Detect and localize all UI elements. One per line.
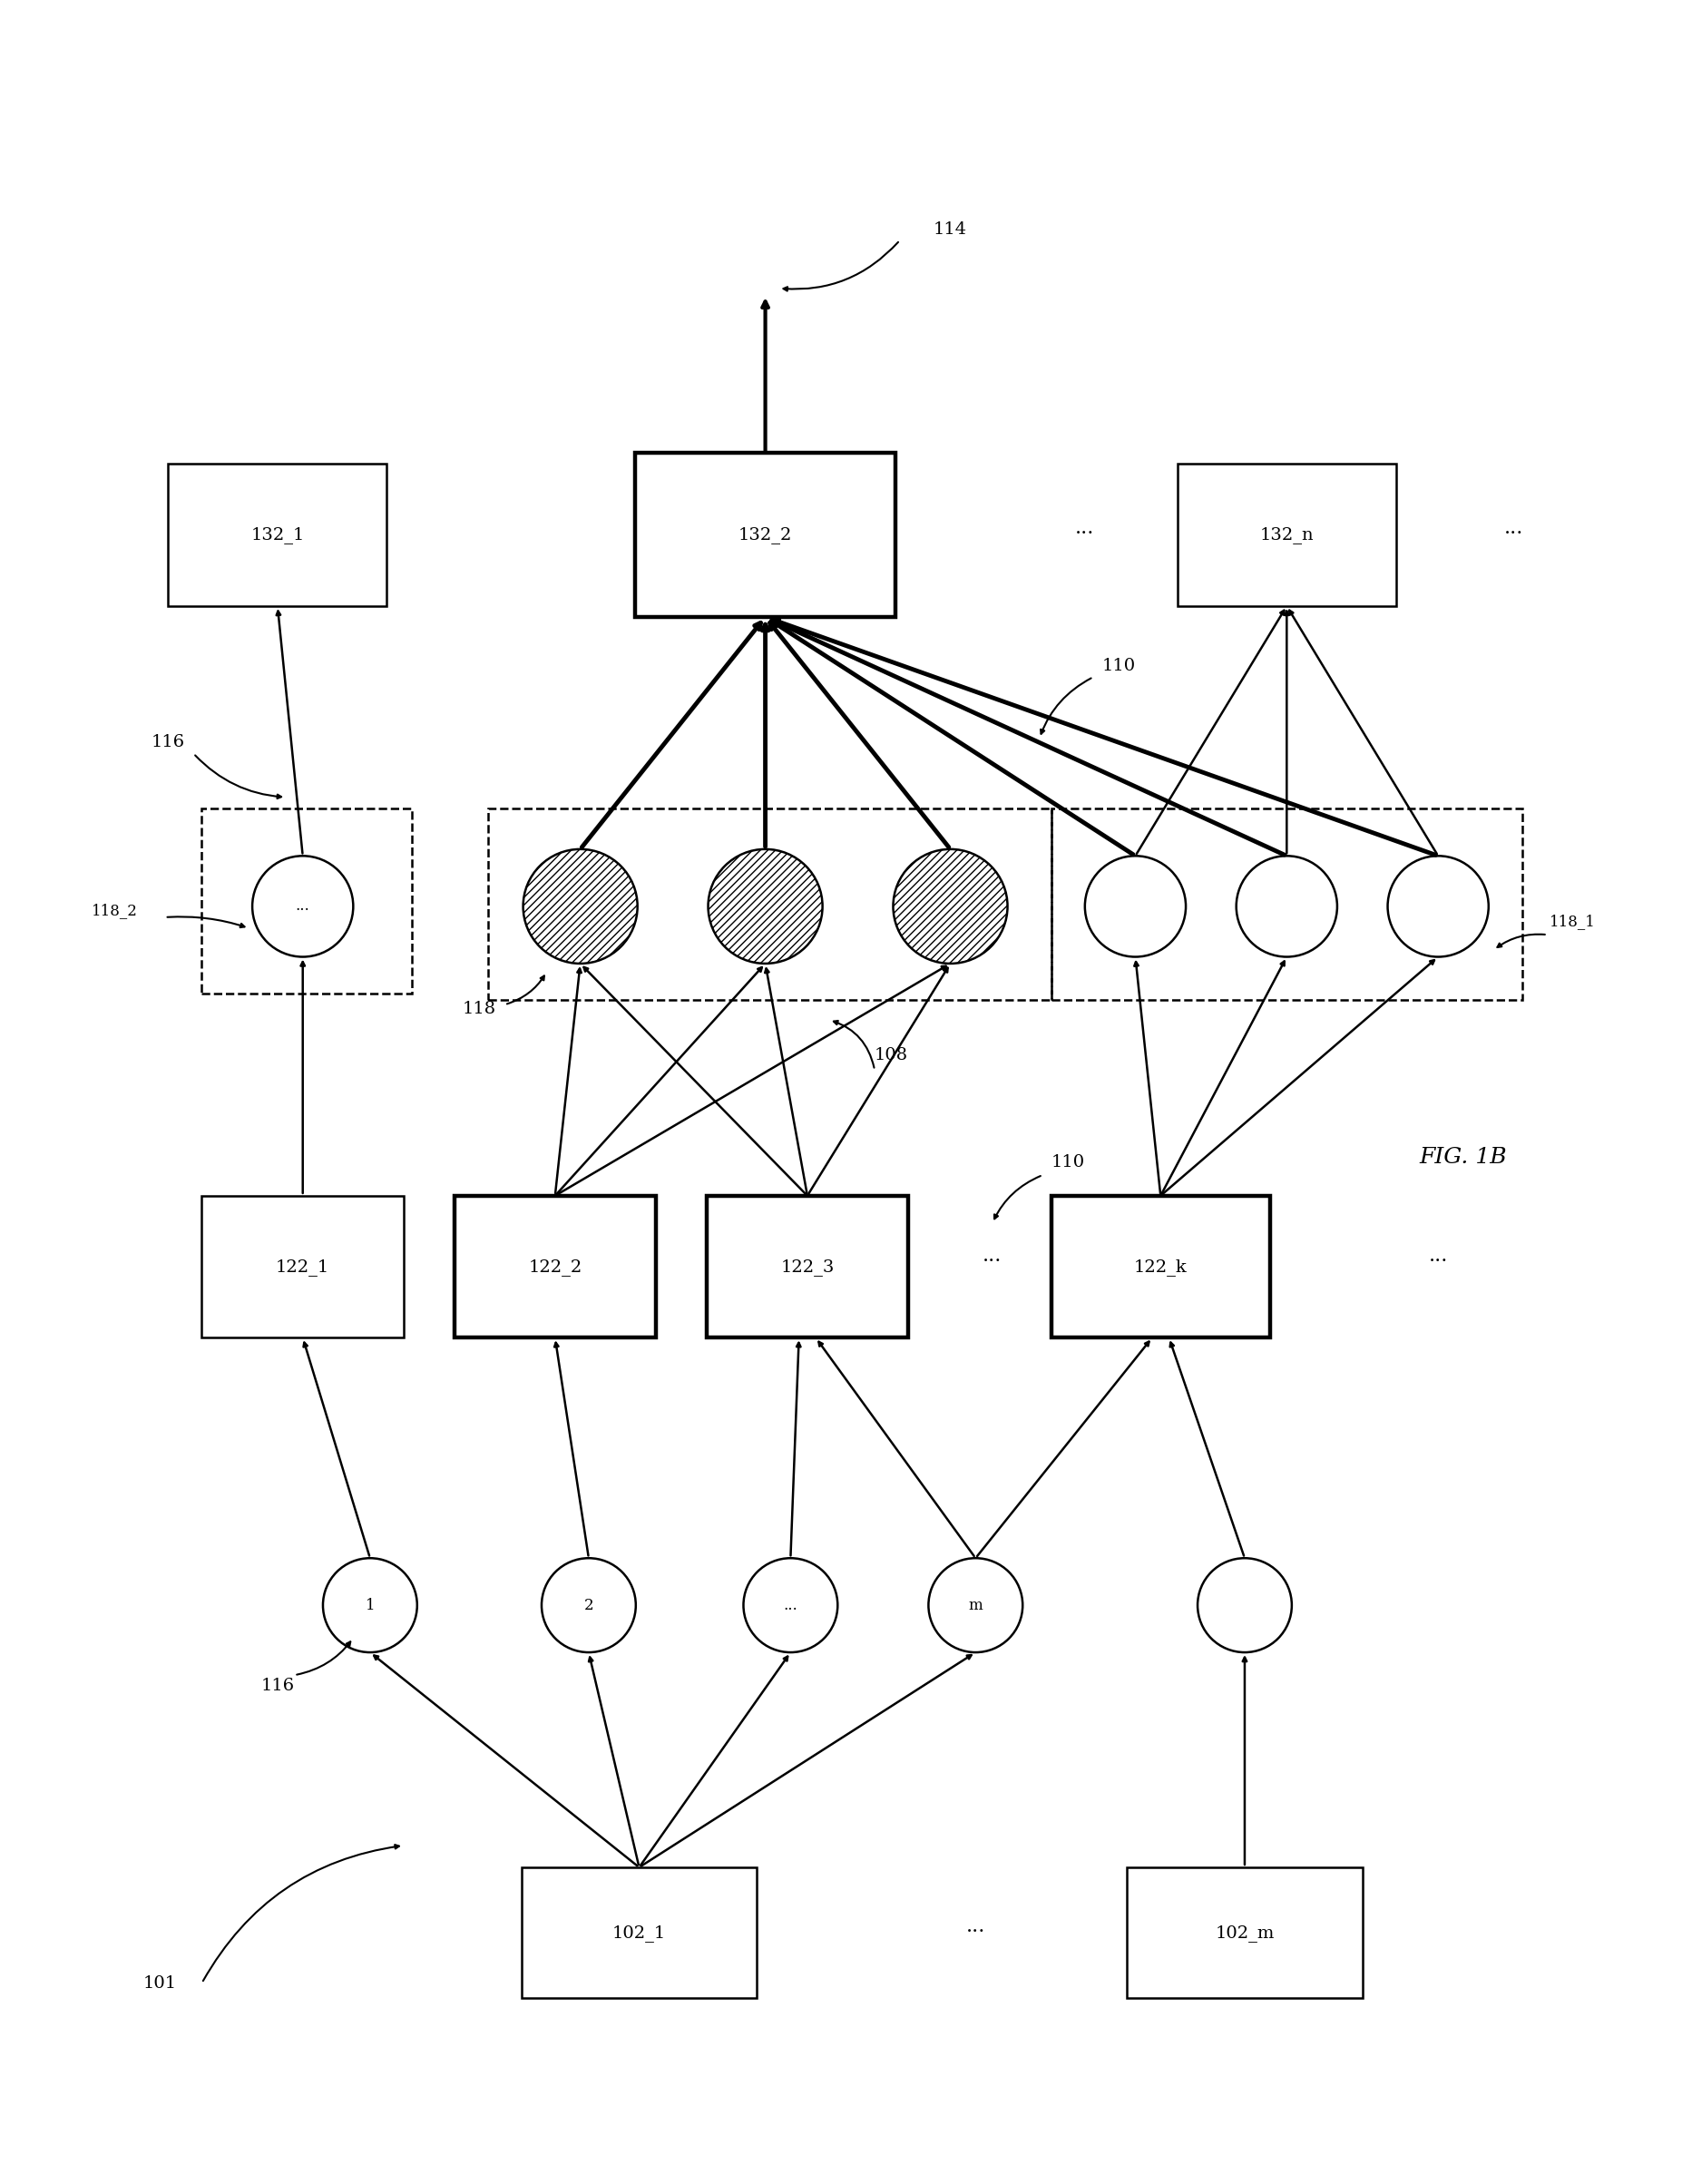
Text: ...: ...	[296, 898, 309, 915]
Text: ...: ...	[1504, 518, 1524, 539]
Text: ...: ...	[965, 1915, 986, 1937]
Ellipse shape	[323, 1557, 417, 1653]
Bar	[521, 1867, 757, 1998]
Text: ...: ...	[1428, 1245, 1448, 1267]
Bar	[488, 808, 1051, 1000]
Ellipse shape	[928, 1557, 1023, 1653]
Text: 102_1: 102_1	[612, 1924, 666, 1942]
Text: 118_2: 118_2	[91, 902, 138, 919]
Text: 132_2: 132_2	[738, 526, 792, 544]
Text: 116: 116	[261, 1677, 294, 1695]
Text: 122_3: 122_3	[780, 1258, 834, 1275]
Text: 1: 1	[365, 1597, 375, 1614]
Text: 2: 2	[584, 1597, 594, 1614]
Text: ...: ...	[1075, 518, 1095, 539]
Text: 118_1: 118_1	[1549, 913, 1596, 930]
Text: 122_k: 122_k	[1134, 1258, 1187, 1275]
Text: 122_2: 122_2	[528, 1258, 582, 1275]
Text: 118: 118	[463, 1000, 496, 1018]
Ellipse shape	[1388, 856, 1489, 957]
Ellipse shape	[252, 856, 353, 957]
Bar	[168, 463, 387, 605]
Text: 110: 110	[1102, 657, 1135, 675]
Text: FIG. 1B: FIG. 1B	[1420, 1147, 1507, 1168]
Text: 122_1: 122_1	[276, 1258, 330, 1275]
Text: 116: 116	[151, 734, 185, 751]
Text: 132_1: 132_1	[251, 526, 304, 544]
Text: 132_n: 132_n	[1260, 526, 1314, 544]
Text: 102_m: 102_m	[1214, 1924, 1275, 1942]
Text: ...: ...	[784, 1597, 797, 1614]
Bar	[634, 454, 895, 616]
Text: m: m	[969, 1597, 982, 1614]
Text: 110: 110	[1051, 1153, 1085, 1171]
Ellipse shape	[1085, 856, 1186, 957]
Ellipse shape	[743, 1557, 838, 1653]
Ellipse shape	[542, 1557, 636, 1653]
Text: 114: 114	[934, 221, 967, 238]
Text: 101: 101	[143, 1974, 177, 1992]
Ellipse shape	[893, 850, 1008, 963]
Bar	[202, 1197, 404, 1337]
Ellipse shape	[708, 850, 822, 963]
Text: 108: 108	[875, 1046, 908, 1064]
Bar	[454, 1197, 656, 1337]
Bar	[1051, 1197, 1270, 1337]
Ellipse shape	[1236, 856, 1337, 957]
Bar	[1127, 1867, 1362, 1998]
Bar	[706, 1197, 908, 1337]
Bar	[1051, 808, 1522, 1000]
Ellipse shape	[523, 850, 637, 963]
Bar	[1177, 463, 1396, 605]
Text: ...: ...	[982, 1245, 1002, 1267]
Bar	[202, 808, 412, 994]
Ellipse shape	[1198, 1557, 1292, 1653]
